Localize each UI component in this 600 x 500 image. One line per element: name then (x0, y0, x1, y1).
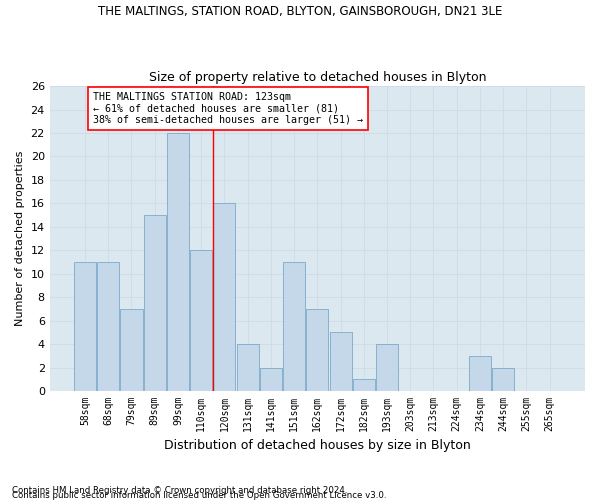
Bar (283, 262, 305, 391)
Bar (306, 309, 328, 391)
Text: Contains public sector information licensed under the Open Government Licence v3: Contains public sector information licen… (12, 491, 386, 500)
Y-axis label: Number of detached properties: Number of detached properties (15, 151, 25, 326)
Bar (260, 368, 282, 391)
Bar (353, 380, 375, 391)
Bar (492, 368, 514, 391)
Text: THE MALTINGS, STATION ROAD, BLYTON, GAINSBOROUGH, DN21 3LE: THE MALTINGS, STATION ROAD, BLYTON, GAIN… (98, 5, 502, 18)
Bar (190, 250, 212, 391)
Bar (469, 356, 491, 391)
Text: Contains HM Land Registry data © Crown copyright and database right 2024.: Contains HM Land Registry data © Crown c… (12, 486, 347, 495)
Bar (214, 204, 235, 391)
Bar (121, 309, 143, 391)
Bar (97, 262, 119, 391)
Title: Size of property relative to detached houses in Blyton: Size of property relative to detached ho… (149, 70, 486, 84)
Bar (74, 262, 96, 391)
Bar (376, 344, 398, 391)
Text: THE MALTINGS STATION ROAD: 123sqm
← 61% of detached houses are smaller (81)
38% : THE MALTINGS STATION ROAD: 123sqm ← 61% … (93, 92, 363, 125)
Bar (143, 215, 166, 391)
Bar (329, 332, 352, 391)
X-axis label: Distribution of detached houses by size in Blyton: Distribution of detached houses by size … (164, 440, 471, 452)
Bar (167, 133, 189, 391)
Bar (236, 344, 259, 391)
